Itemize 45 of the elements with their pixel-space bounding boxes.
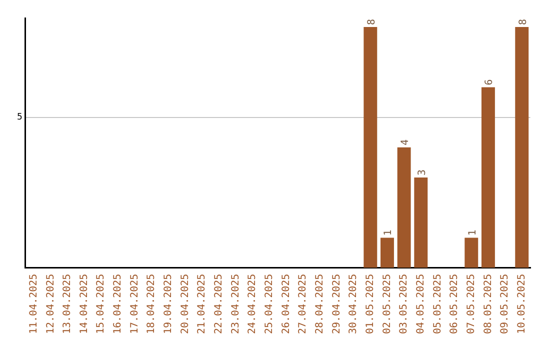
bar xyxy=(481,87,495,268)
x-tick-label: 08.05.2025 xyxy=(482,274,494,334)
data-label: 1 xyxy=(383,230,394,236)
x-tick-label: 24.04.2025 xyxy=(247,274,258,334)
x-tick-label: 15.04.2025 xyxy=(96,274,107,334)
x-tick-label: 30.04.2025 xyxy=(348,274,360,334)
x-tick-label: 05.05.2025 xyxy=(432,274,444,334)
data-label: 8 xyxy=(366,18,378,26)
bar xyxy=(515,27,529,268)
x-tick-label: 26.04.2025 xyxy=(280,274,292,334)
data-label: 6 xyxy=(484,79,496,86)
x-tick-label: 13.04.2025 xyxy=(62,274,74,334)
x-tick-label: 07.05.2025 xyxy=(466,274,477,334)
x-tick-label: 20.04.2025 xyxy=(180,274,191,334)
bar xyxy=(464,238,478,268)
x-tick-label: 21.04.2025 xyxy=(196,274,208,334)
x-tick-label: 12.04.2025 xyxy=(45,274,56,334)
x-tick-label: 28.04.2025 xyxy=(314,274,326,334)
x-tick-label: 09.05.2025 xyxy=(500,274,511,334)
data-label: 8 xyxy=(518,18,529,26)
x-tick-label: 25.04.2025 xyxy=(264,274,276,334)
bar xyxy=(380,238,394,268)
bar xyxy=(397,147,411,268)
x-tick-label: 23.04.2025 xyxy=(230,274,242,334)
x-tick-label: 03.05.2025 xyxy=(398,274,410,334)
x-tick-label: 27.04.2025 xyxy=(298,274,309,334)
x-tick-label: 06.05.2025 xyxy=(449,274,460,334)
data-label: 3 xyxy=(416,169,428,176)
data-label: 1 xyxy=(467,230,478,236)
y-tick-label: 5 xyxy=(16,112,22,123)
x-tick-label: 10.05.2025 xyxy=(516,274,528,334)
x-tick-label: 22.04.2025 xyxy=(214,274,225,334)
x-tick-label: 19.04.2025 xyxy=(163,274,174,334)
x-tick-label: 11.04.2025 xyxy=(28,274,40,334)
x-tick-label: 16.04.2025 xyxy=(112,274,124,334)
x-tick-label: 01.05.2025 xyxy=(365,274,376,334)
x-tick-label: 17.04.2025 xyxy=(129,274,140,334)
x-tick-label: 14.04.2025 xyxy=(78,274,90,334)
data-label: 4 xyxy=(400,139,412,146)
bar xyxy=(364,27,378,268)
x-tick-label: 29.04.2025 xyxy=(331,274,342,334)
x-tick-label: 02.05.2025 xyxy=(382,274,393,334)
x-tick-label: 04.05.2025 xyxy=(415,274,426,334)
x-tick-label: 18.04.2025 xyxy=(146,274,158,334)
bar xyxy=(414,178,428,268)
